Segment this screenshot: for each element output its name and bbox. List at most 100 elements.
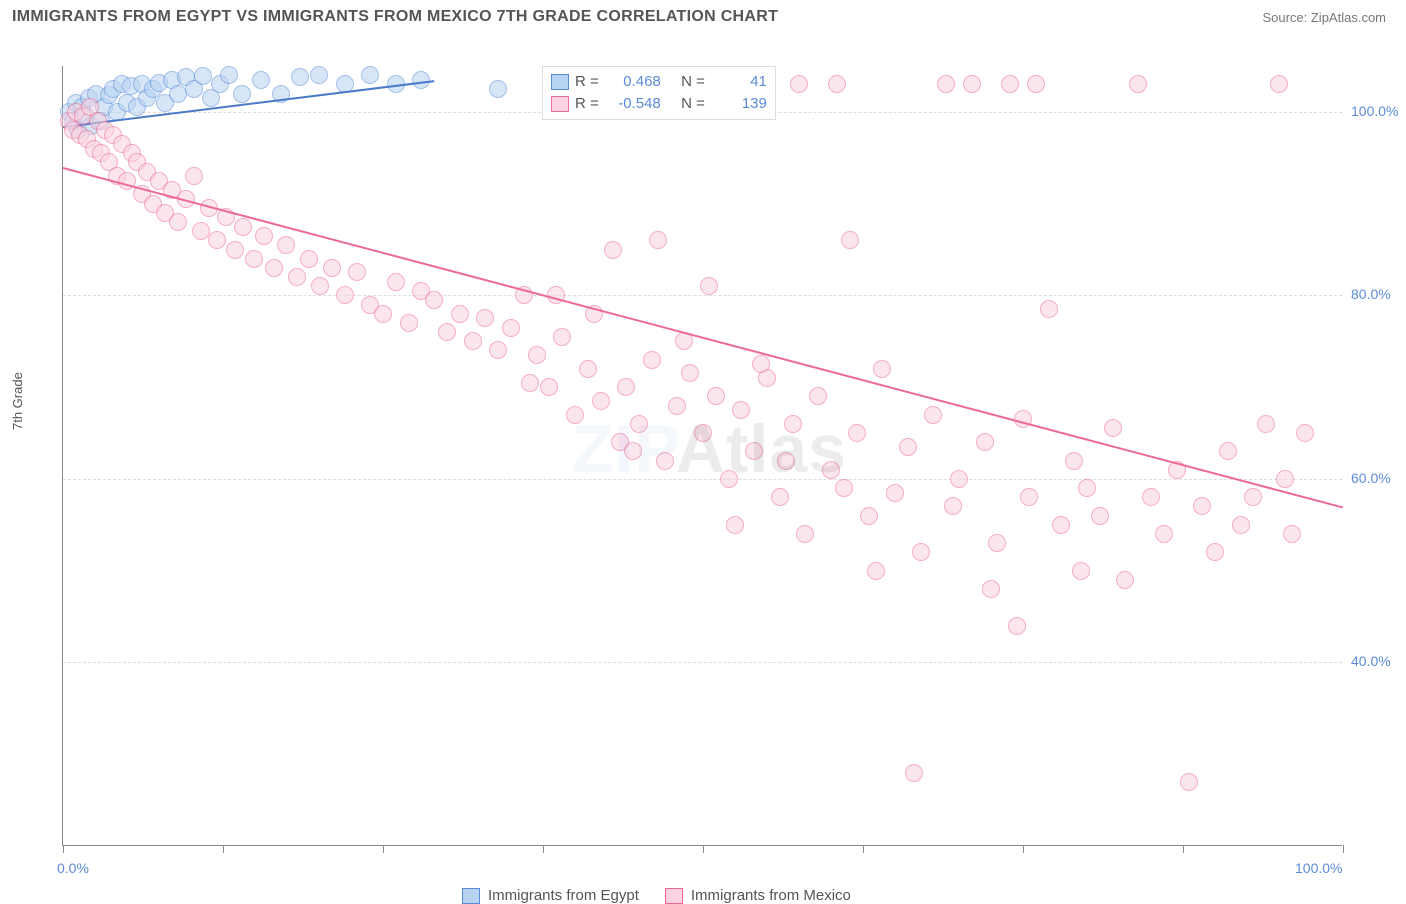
data-point: [630, 415, 648, 433]
legend-label: Immigrants from Mexico: [691, 887, 851, 904]
data-point: [745, 442, 763, 460]
data-point: [1129, 75, 1147, 93]
data-point: [694, 424, 712, 442]
data-point: [790, 75, 808, 93]
y-axis-label: 7th Grade: [10, 372, 25, 430]
data-point: [1206, 543, 1224, 561]
data-point: [438, 323, 456, 341]
data-point: [668, 397, 686, 415]
data-point: [464, 332, 482, 350]
data-point: [1008, 617, 1026, 635]
data-point: [700, 277, 718, 295]
data-point: [1001, 75, 1019, 93]
data-point: [1180, 773, 1198, 791]
data-point: [1276, 470, 1294, 488]
data-point: [245, 250, 263, 268]
data-point: [323, 259, 341, 277]
data-point: [656, 452, 674, 470]
data-point: [489, 80, 507, 98]
data-point: [1027, 75, 1045, 93]
data-point: [643, 351, 661, 369]
x-tick-label: 0.0%: [57, 860, 89, 876]
x-tick: [1183, 845, 1184, 853]
data-point: [1091, 507, 1109, 525]
legend-item: Immigrants from Mexico: [665, 887, 851, 904]
data-point: [252, 71, 270, 89]
trend-line: [63, 167, 1344, 508]
data-point: [873, 360, 891, 378]
data-point: [194, 67, 212, 85]
data-point: [809, 387, 827, 405]
data-point: [400, 314, 418, 332]
gridline-h: [63, 295, 1342, 296]
data-point: [310, 66, 328, 84]
data-point: [726, 516, 744, 534]
data-point: [963, 75, 981, 93]
data-point: [288, 268, 306, 286]
data-point: [720, 470, 738, 488]
data-point: [732, 401, 750, 419]
data-point: [451, 305, 469, 323]
data-point: [1078, 479, 1096, 497]
n-label: N =: [681, 93, 705, 115]
data-point: [412, 71, 430, 89]
chart-title: IMMIGRANTS FROM EGYPT VS IMMIGRANTS FROM…: [12, 8, 778, 26]
data-point: [841, 231, 859, 249]
stats-legend-row: R =-0.548 N =139: [551, 93, 767, 115]
legend-swatch: [551, 96, 569, 112]
y-tick-label: 100.0%: [1351, 103, 1398, 119]
data-point: [707, 387, 725, 405]
y-tick-label: 80.0%: [1351, 286, 1391, 302]
data-point: [950, 470, 968, 488]
data-point: [361, 66, 379, 84]
legend-swatch: [665, 888, 683, 904]
data-point: [752, 355, 770, 373]
data-point: [988, 534, 1006, 552]
data-point: [521, 374, 539, 392]
data-point: [1065, 452, 1083, 470]
data-point: [1142, 488, 1160, 506]
data-point: [1219, 442, 1237, 460]
data-point: [617, 378, 635, 396]
legend-swatch: [462, 888, 480, 904]
data-point: [208, 231, 226, 249]
legend-item: Immigrants from Egypt: [462, 887, 639, 904]
data-point: [1270, 75, 1288, 93]
x-tick: [703, 845, 704, 853]
data-point: [540, 378, 558, 396]
data-point: [277, 236, 295, 254]
data-point: [835, 479, 853, 497]
data-point: [784, 415, 802, 433]
data-point: [220, 66, 238, 84]
data-point: [1283, 525, 1301, 543]
data-point: [1104, 419, 1122, 437]
stats-legend: R =0.468 N =41R =-0.548 N =139: [542, 66, 776, 120]
data-point: [912, 543, 930, 561]
data-point: [425, 291, 443, 309]
data-point: [828, 75, 846, 93]
data-point: [1116, 571, 1134, 589]
data-point: [905, 764, 923, 782]
data-point: [553, 328, 571, 346]
data-point: [169, 213, 187, 231]
x-tick: [63, 845, 64, 853]
data-point: [937, 75, 955, 93]
data-point: [976, 433, 994, 451]
data-point: [1244, 488, 1262, 506]
data-point: [476, 309, 494, 327]
data-point: [860, 507, 878, 525]
x-tick: [543, 845, 544, 853]
data-point: [528, 346, 546, 364]
n-label: N =: [681, 71, 705, 93]
data-point: [233, 85, 251, 103]
y-tick-label: 40.0%: [1351, 653, 1391, 669]
x-tick: [1023, 845, 1024, 853]
data-point: [681, 364, 699, 382]
x-tick-label: 100.0%: [1295, 860, 1342, 876]
data-point: [489, 341, 507, 359]
data-point: [311, 277, 329, 295]
data-point: [265, 259, 283, 277]
data-point: [822, 461, 840, 479]
n-value: 139: [711, 93, 767, 115]
data-point: [886, 484, 904, 502]
